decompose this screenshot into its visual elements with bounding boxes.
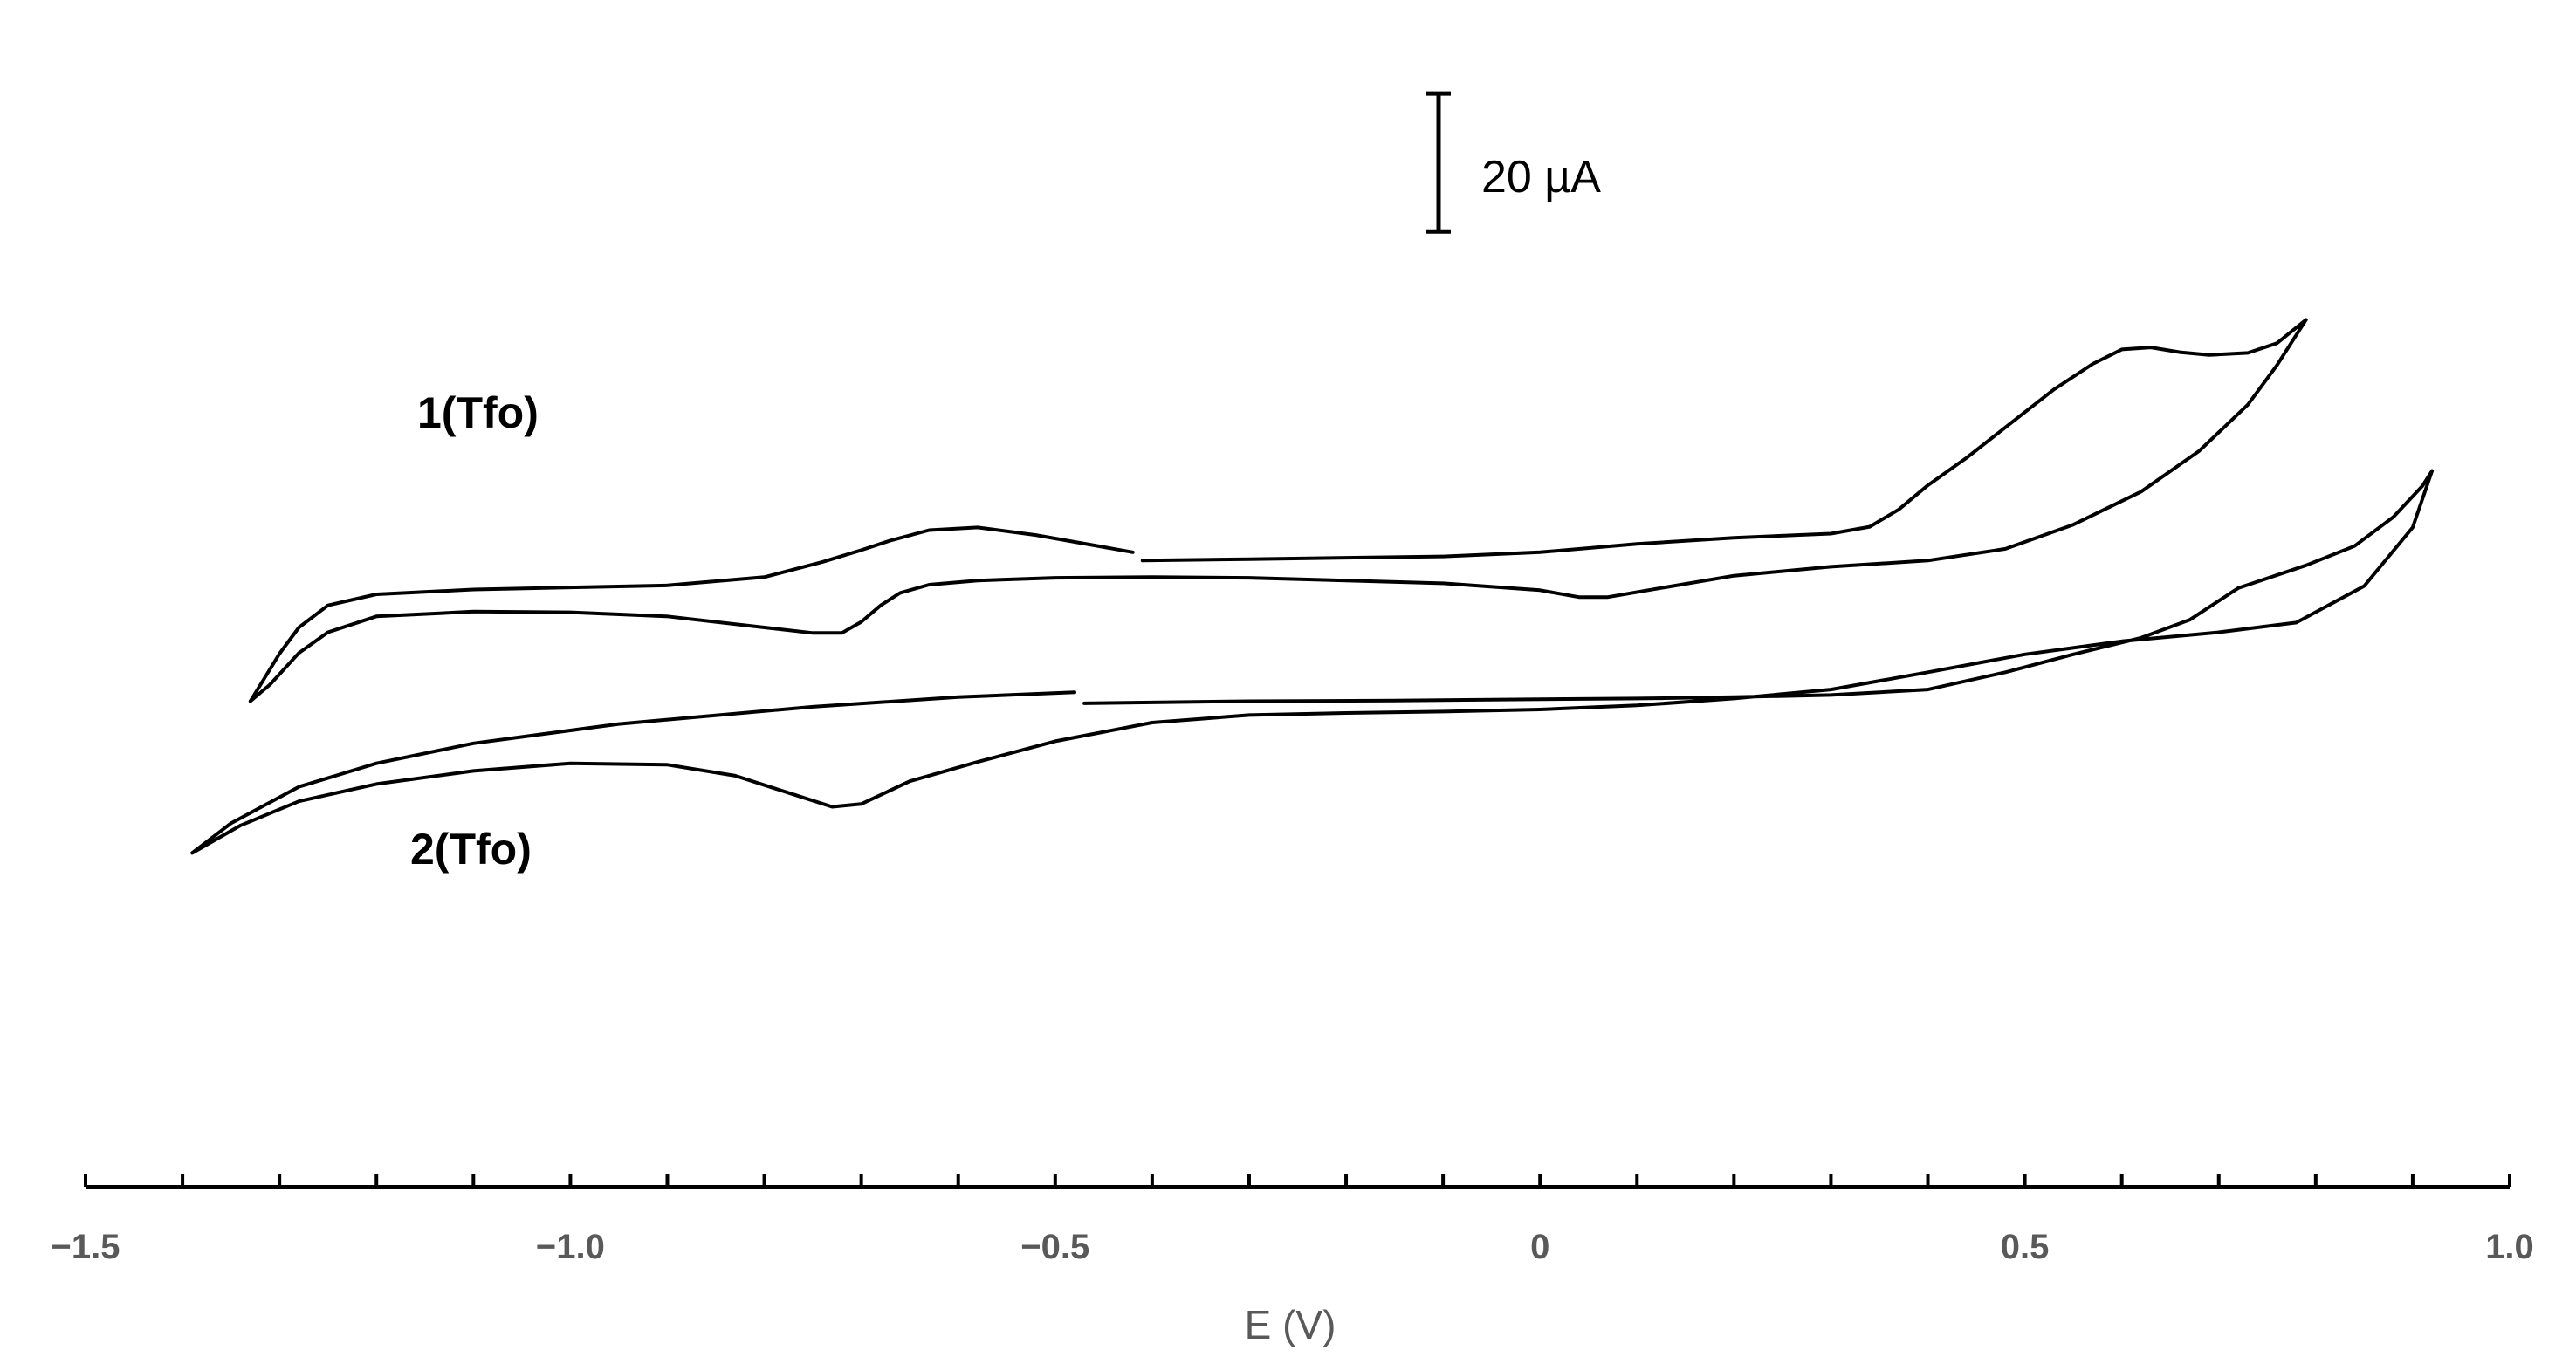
series-label-2-tfo: 2(Tfo) [410, 825, 532, 874]
x-tick-label: 0.5 [2001, 1228, 2050, 1266]
x-tick-label: −1.5 [52, 1228, 120, 1266]
x-axis-tick-labels: −1.5 −1.0 −0.5 0 0.5 1.0 [52, 1228, 2534, 1266]
x-axis-ticks [84, 1174, 2511, 1187]
x-tick-label: −0.5 [1020, 1228, 1089, 1266]
series-curves [190, 318, 2435, 855]
x-tick-label: 0 [1530, 1228, 1549, 1266]
current-scale-bar: 20 µA [1426, 91, 1601, 234]
x-axis-title: E (V) [1245, 1302, 1336, 1347]
x-axis: −1.5 −1.0 −0.5 0 0.5 1.0 E (V) [52, 1174, 2534, 1347]
series-2-curve [190, 469, 2435, 855]
x-tick-label: −1.0 [536, 1228, 605, 1266]
series-label-1-tfo: 1(Tfo) [417, 388, 539, 437]
scale-bar-label: 20 µA [1481, 152, 1601, 202]
x-tick-label: 1.0 [2485, 1228, 2534, 1266]
series-1-curve [248, 318, 2308, 703]
